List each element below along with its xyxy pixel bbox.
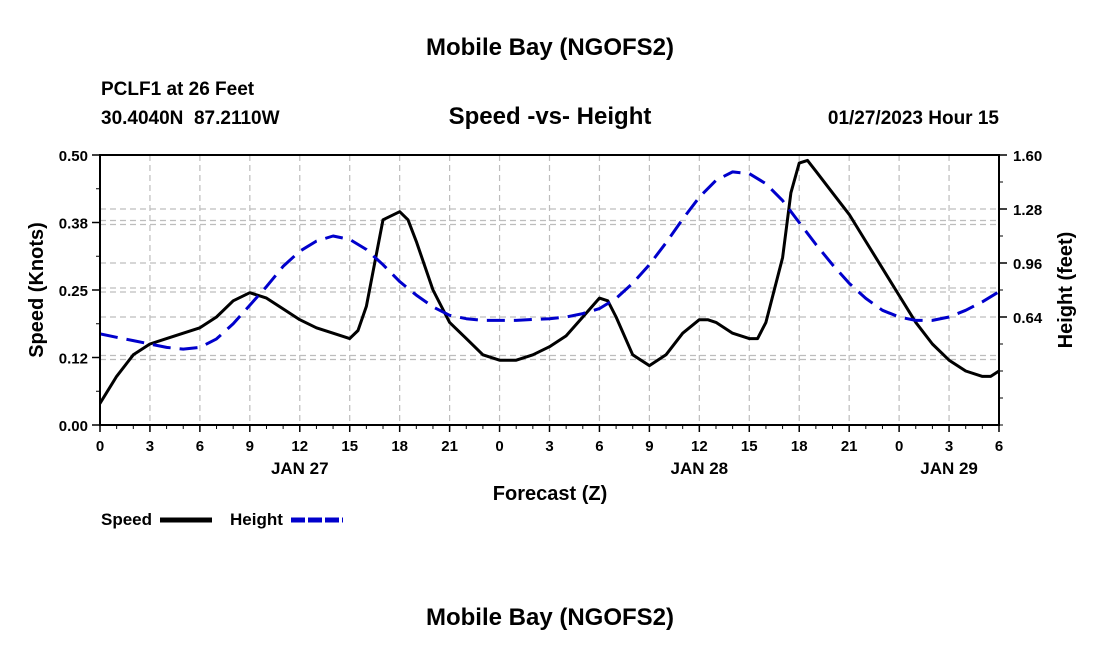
y-right-tick-label: 0.64 — [1013, 310, 1043, 327]
x-tick-label: 12 — [291, 438, 308, 455]
footer-title: Mobile Bay (NGOFS2) — [426, 604, 674, 631]
x-date-label: JAN 29 — [920, 459, 978, 478]
x-tick-label: 3 — [545, 438, 553, 455]
x-tick-label: 3 — [146, 438, 154, 455]
series-line-speed — [100, 158, 999, 405]
x-tick-label: 6 — [595, 438, 603, 455]
legend-label: Height — [230, 510, 283, 529]
timestamp-label: 01/27/2023 Hour 15 — [828, 108, 1000, 129]
grid — [100, 154, 999, 425]
x-tick-label: 12 — [691, 438, 708, 455]
y-left-tick-label: 0.12 — [59, 351, 88, 368]
x-tick-label: 0 — [495, 438, 503, 455]
coordinates-label: 30.4040N 87.2110W — [101, 108, 280, 129]
y-right-tick-label: 1.28 — [1013, 202, 1042, 219]
y-left-tick-label: 0.50 — [59, 148, 88, 165]
x-tick-label: 6 — [995, 438, 1003, 455]
left-axis: 0.00 0.12 0.25 0.38 0.50 — [59, 148, 100, 435]
legend-label: Speed — [101, 510, 152, 529]
x-tick-label: 18 — [791, 438, 808, 455]
legend: Speed Height — [101, 510, 343, 529]
x-tick-label: 0 — [96, 438, 104, 455]
x-axis: 0 3 6 9 12 15 18 21 0 3 6 9 12 15 18 21 0 3 6 JAN 27 JAN 28 J… — [96, 425, 1003, 478]
x-date-label: JAN 27 — [271, 459, 329, 478]
x-tick-label: 21 — [841, 438, 858, 455]
plot-frame — [99, 154, 1000, 426]
y-right-tick-label: 1.60 — [1013, 148, 1042, 165]
chart-title: Mobile Bay (NGOFS2) — [426, 34, 674, 61]
x-date-label: JAN 28 — [671, 459, 729, 478]
y-axis-right-label: Height (feet) — [1055, 232, 1077, 349]
x-tick-label: 15 — [741, 438, 758, 455]
x-axis-label: Forecast (Z) — [493, 483, 607, 505]
y-left-tick-label: 0.00 — [59, 418, 88, 435]
x-tick-label: 9 — [645, 438, 653, 455]
right-axis: 0.64 0.96 1.28 1.60 — [999, 148, 1043, 426]
y-left-tick-label: 0.25 — [59, 283, 88, 300]
x-tick-label: 6 — [196, 438, 204, 455]
x-tick-label: 15 — [341, 438, 358, 455]
x-tick-label: 0 — [895, 438, 903, 455]
series — [100, 158, 999, 405]
x-tick-label: 3 — [945, 438, 953, 455]
y-right-tick-label: 0.96 — [1013, 256, 1042, 273]
x-tick-label: 9 — [246, 438, 254, 455]
y-left-tick-label: 0.38 — [59, 216, 88, 233]
series-line-height — [100, 170, 999, 351]
x-tick-label: 18 — [391, 438, 408, 455]
chart-subtitle: Speed -vs- Height — [449, 103, 652, 130]
x-tick-label: 21 — [441, 438, 458, 455]
station-label: PCLF1 at 26 Feet — [101, 79, 255, 100]
y-axis-left-label: Speed (Knots) — [26, 222, 48, 358]
